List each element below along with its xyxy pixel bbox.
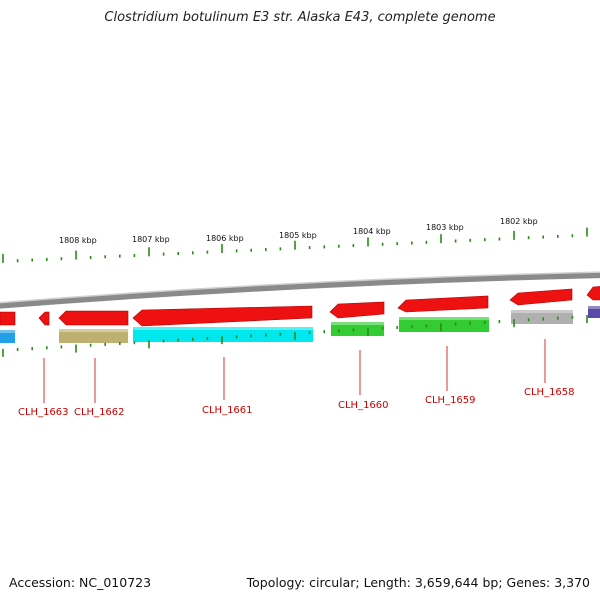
cog-category-bar <box>399 317 489 332</box>
cog-category-bar <box>59 329 128 343</box>
cog-bar-highlight <box>331 322 384 325</box>
kbp-label: 1808 kbp <box>59 236 97 245</box>
forward-gene-arrow <box>329 301 385 319</box>
kbp-label: 1805 kbp <box>279 231 317 240</box>
cog-bar-highlight <box>588 306 600 309</box>
cog-category-bar <box>511 310 573 324</box>
forward-gene-group <box>0 286 600 327</box>
forward-gene-arrow <box>58 310 129 326</box>
cog-bar-highlight <box>399 317 489 320</box>
cog-category-bar <box>588 306 600 318</box>
kbp-label-group: 1808 kbp 1807 kbp 1806 kbp 1805 kbp 1804 kbp… <box>59 217 538 245</box>
kbp-label: 1802 kbp <box>500 217 538 226</box>
cog-category-bar <box>0 330 15 343</box>
forward-gene-arrow <box>397 295 489 313</box>
forward-gene-arrow <box>132 305 313 327</box>
cog-bar-highlight <box>511 310 573 313</box>
cog-bar-highlight <box>133 327 313 330</box>
forward-gene-arrow <box>586 286 600 301</box>
kbp-label: 1804 kbp <box>353 227 391 236</box>
inner-tick-track <box>2 314 588 357</box>
gene-label: CLH_1659 <box>425 395 476 406</box>
gene-label: CLH_1660 <box>338 400 389 411</box>
cog-bar-highlight <box>0 330 15 333</box>
gene-label: CLH_1663 <box>18 407 69 418</box>
kbp-label: 1807 kbp <box>132 235 170 244</box>
forward-gene-arrow <box>0 311 16 326</box>
accession-text: Accession: NC_010723 <box>9 575 152 590</box>
cog-category-bar <box>331 322 384 336</box>
cog-bar-group <box>0 306 600 343</box>
genome-summary-text: Topology: circular; Length: 3,659,644 bp… <box>246 575 590 590</box>
gene-label-group: CLH_1663 CLH_1662 CLH_1661 CLH_1660 CLH_1659… <box>18 339 575 418</box>
map-title: Clostridium botulinum E3 str. Alaska E43… <box>104 10 496 25</box>
cog-category-bar <box>133 327 313 342</box>
backbone-track <box>0 272 600 309</box>
gene-label: CLH_1662 <box>74 407 125 418</box>
gene-label: CLH_1658 <box>524 387 575 398</box>
outer-tick-track <box>2 227 588 263</box>
backbone-group <box>0 271 600 309</box>
kbp-label: 1803 kbp <box>426 223 464 232</box>
forward-gene-arrow <box>38 311 50 326</box>
cog-bar-highlight <box>59 329 128 332</box>
forward-gene-arrow <box>509 288 573 306</box>
gene-label: CLH_1661 <box>202 405 253 416</box>
kbp-label: 1806 kbp <box>206 234 244 243</box>
backbone-highlight <box>0 271 600 304</box>
